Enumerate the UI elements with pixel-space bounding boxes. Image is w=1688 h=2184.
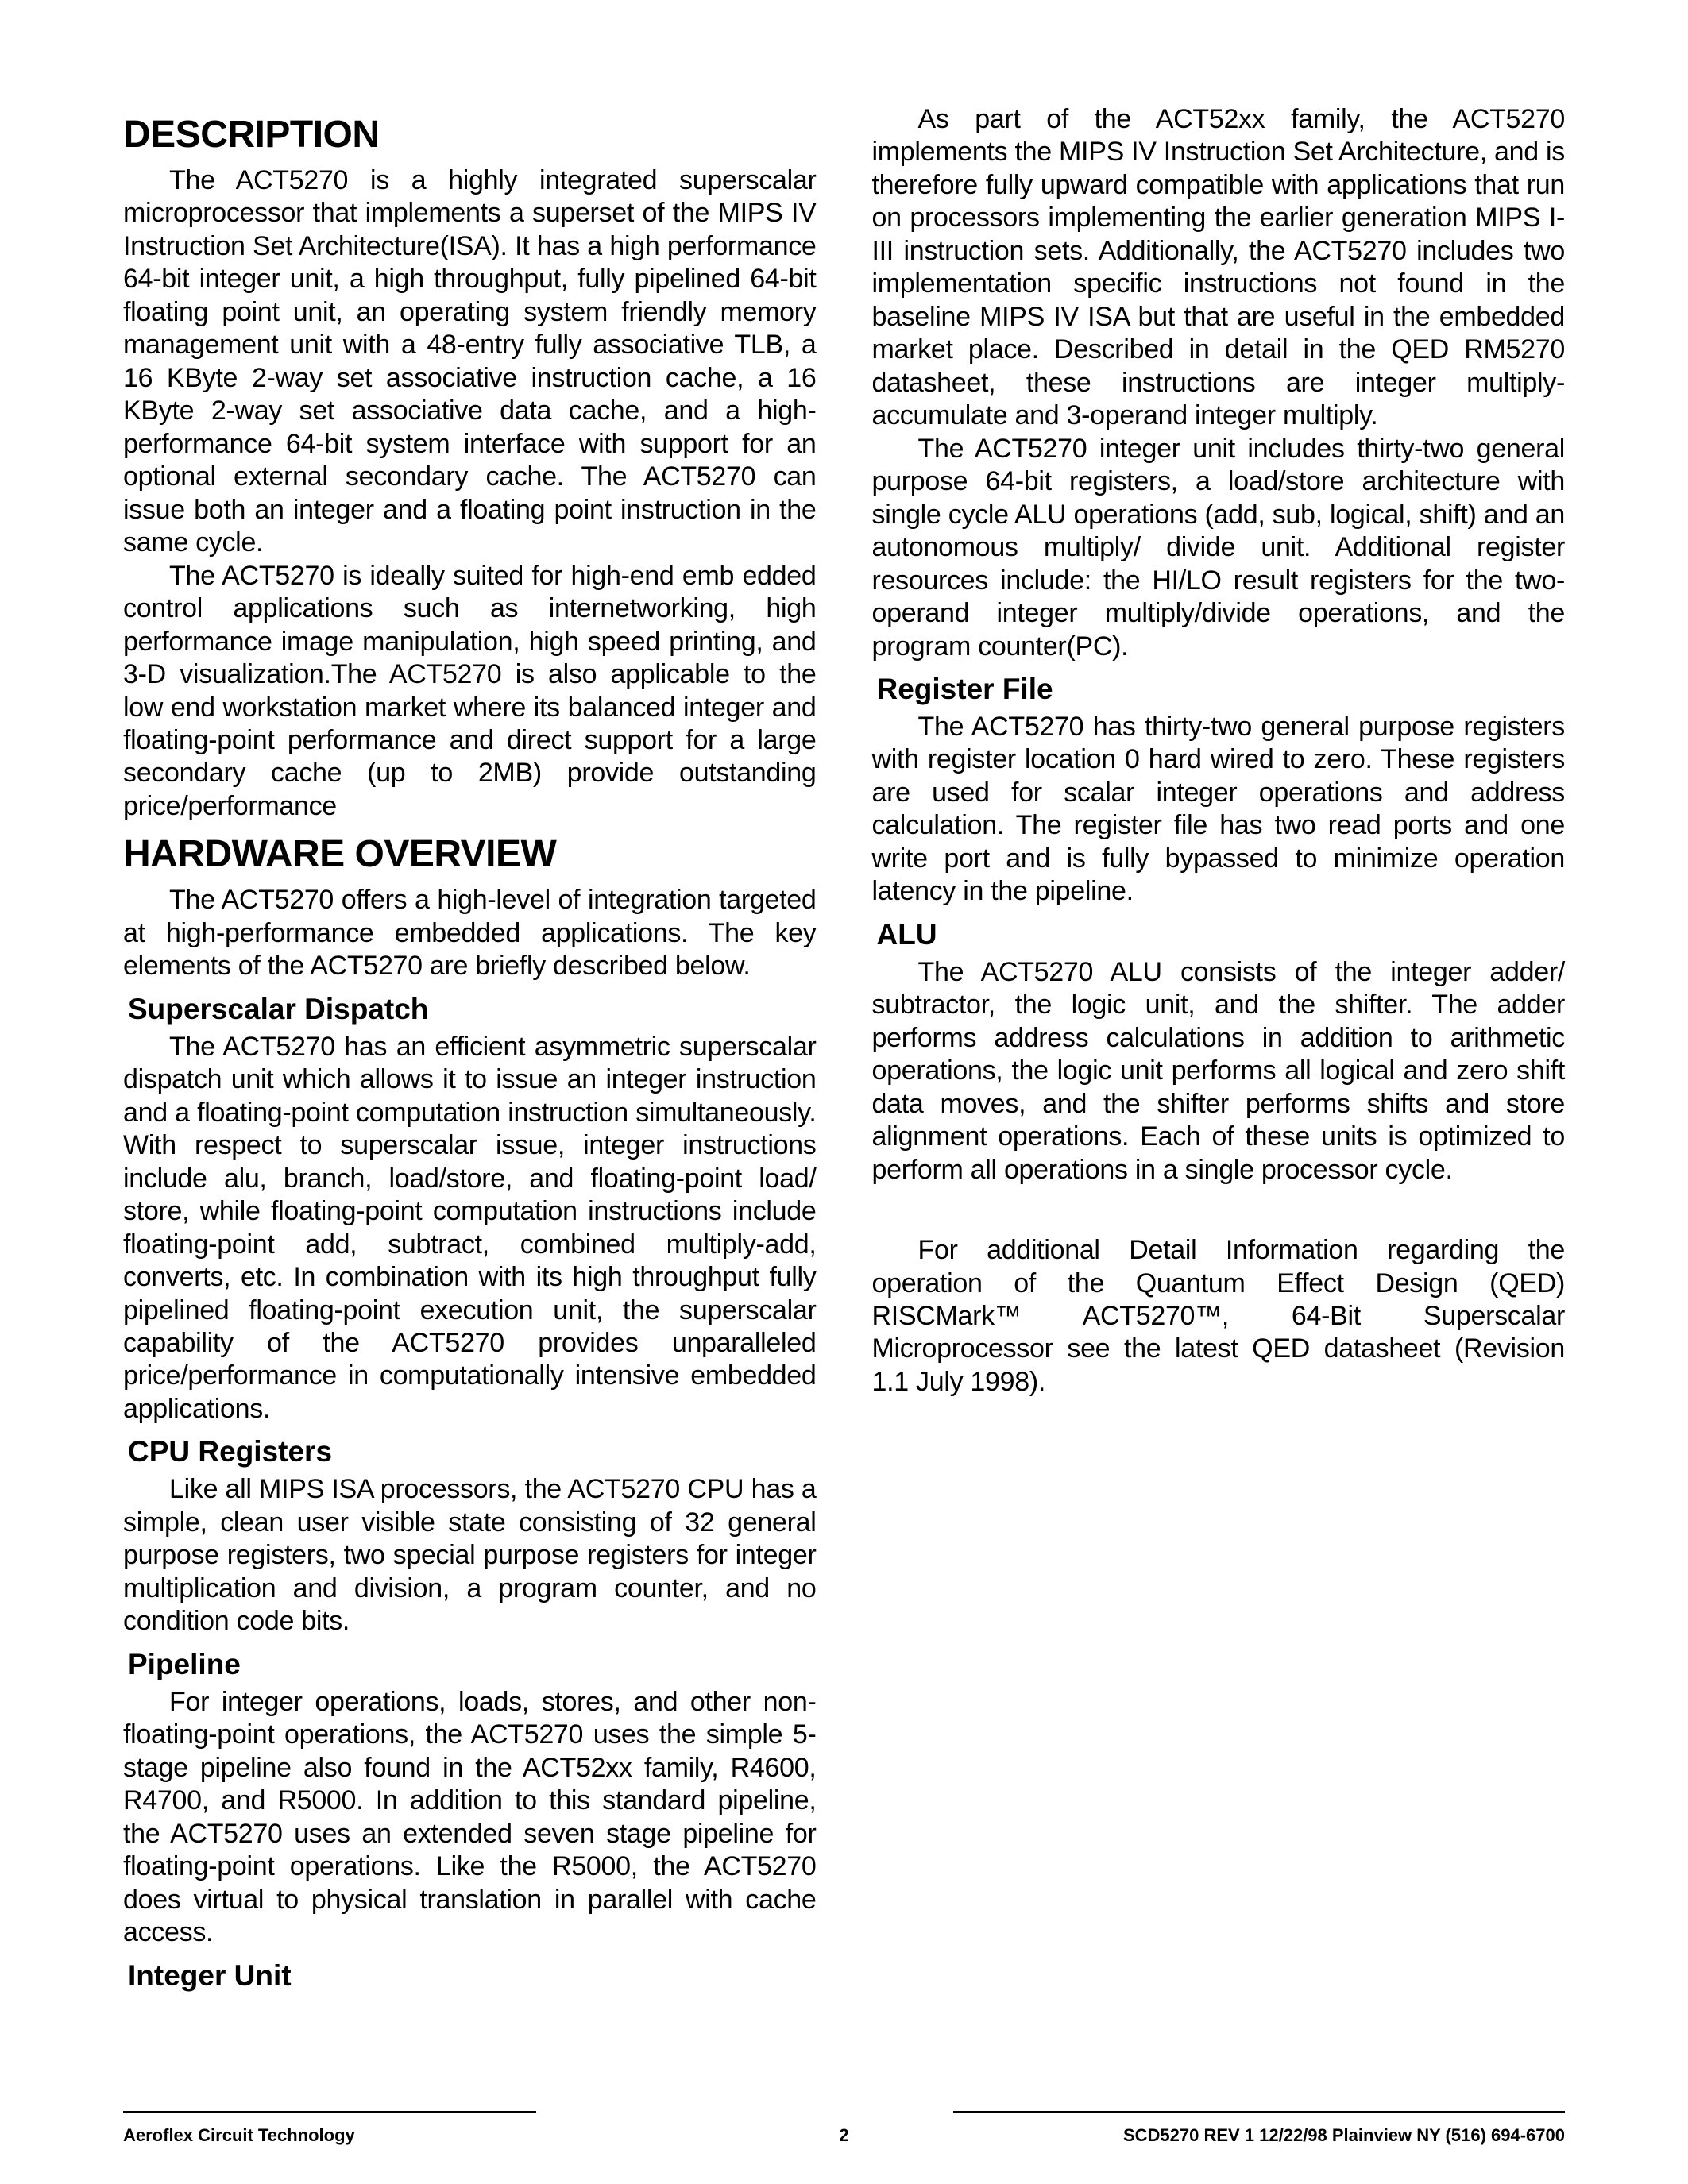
page: DESCRIPTION The ACT5270 is a highly inte… [0,0,1688,2184]
cpu-registers-heading: CPU Registers [123,1435,817,1468]
pipeline-heading: Pipeline [123,1648,817,1681]
register-file-heading: Register File [872,673,1566,706]
footer-right: SCD5270 REV 1 12/22/98 Plainview NY (516… [1123,2125,1565,2146]
register-file-para: The ACT5270 has thirty-two general purpo… [872,711,1566,909]
additional-info-para: For additional Detail Information regard… [872,1234,1566,1399]
description-para-1: The ACT5270 is a highly integrated super… [123,164,817,560]
integer-unit-heading: Integer Unit [123,1959,817,1993]
alu-para: The ACT5270 ALU consists of the integer … [872,956,1566,1187]
footer-rule-right [953,2111,1565,2113]
hardware-overview-intro: The ACT5270 offers a high-level of integ… [123,884,817,982]
description-para-2: The ACT5270 is ideally suited for high-e… [123,560,817,824]
pipeline-para: For integer operations, loads, stores, a… [123,1686,817,1950]
superscalar-heading: Superscalar Dispatch [123,993,817,1026]
cpu-registers-para: Like all MIPS ISA processors, the ACT527… [123,1473,817,1638]
hardware-overview-heading: HARDWARE OVERVIEW [123,832,817,876]
integer-unit-para-2: The ACT5270 integer unit includes thirty… [872,433,1566,663]
alu-heading: ALU [872,918,1566,951]
spacer [872,1187,1566,1234]
content-columns: DESCRIPTION The ACT5270 is a highly inte… [123,103,1565,2033]
superscalar-para: The ACT5270 has an efficient asymmetric … [123,1031,817,1426]
integer-unit-para-1: As part of the ACT52xx family, the ACT52… [872,103,1566,433]
footer-rule-left [123,2111,536,2113]
description-heading: DESCRIPTION [123,113,817,156]
